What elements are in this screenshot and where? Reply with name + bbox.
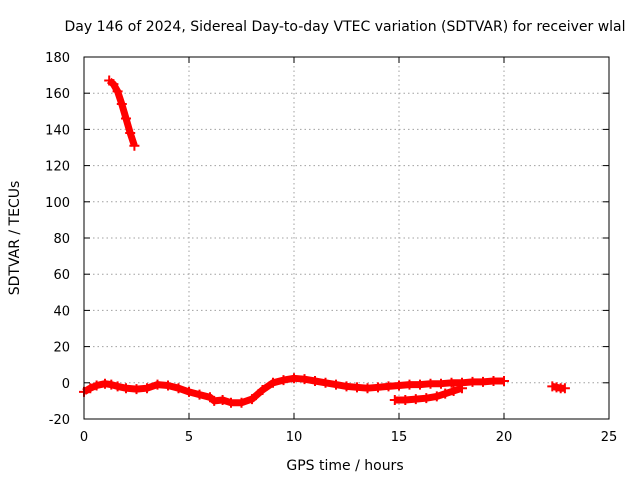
y-tick-label: 160 xyxy=(45,87,70,102)
data-point xyxy=(331,379,341,390)
y-tick-label: 80 xyxy=(53,232,70,247)
y-tick-label: 180 xyxy=(45,51,70,66)
data-point xyxy=(112,381,123,392)
data-point xyxy=(268,377,278,388)
data-point xyxy=(85,383,96,394)
data-point xyxy=(236,397,247,408)
data-point xyxy=(373,382,383,393)
data-point xyxy=(394,380,404,391)
data-point xyxy=(173,383,184,394)
chart-title: Day 146 of 2024, Sidereal Day-to-day VTE… xyxy=(64,19,625,35)
data-point xyxy=(116,99,127,110)
data-point xyxy=(488,375,499,386)
y-tick-label: 120 xyxy=(45,160,70,175)
data-point xyxy=(559,383,570,394)
data-point xyxy=(446,377,457,388)
data-point xyxy=(415,379,425,390)
x-tick-label: 25 xyxy=(601,430,618,445)
data-point xyxy=(131,384,142,395)
data-point xyxy=(289,373,299,384)
data-point xyxy=(341,381,352,392)
grid xyxy=(84,57,609,419)
data-point xyxy=(440,388,451,399)
data-point xyxy=(125,128,136,139)
y-tick-label: 100 xyxy=(45,196,70,211)
y-axis-label: SDTVAR / TECUs xyxy=(7,181,23,296)
data-point xyxy=(194,389,205,400)
data-point xyxy=(226,397,236,408)
data-point xyxy=(121,113,131,124)
axis-ticks: 0 5 10 15 20 25 -20 0 20 40 60 80 100 120 140 160 180 xyxy=(45,51,617,445)
data-point xyxy=(152,379,163,390)
y-tick-label: 20 xyxy=(53,341,70,356)
data-point xyxy=(362,383,373,394)
data-series xyxy=(79,75,570,408)
data-point xyxy=(91,380,102,391)
x-tick-label: 15 xyxy=(391,430,408,445)
data-point xyxy=(184,386,194,397)
data-point xyxy=(142,383,152,394)
data-point xyxy=(257,385,268,396)
data-point xyxy=(247,394,257,405)
data-point xyxy=(278,375,289,386)
data-point xyxy=(478,376,488,387)
y-tick-label: 60 xyxy=(53,268,70,283)
data-point xyxy=(320,377,331,388)
y-tick-label: 140 xyxy=(45,123,70,138)
data-point xyxy=(421,393,432,404)
y-tick-label: 0 xyxy=(62,377,70,392)
x-tick-label: 20 xyxy=(496,430,513,445)
data-point xyxy=(352,382,362,393)
data-point xyxy=(129,140,140,151)
data-point xyxy=(217,394,228,405)
data-point xyxy=(389,394,400,405)
x-tick-label: 0 xyxy=(80,430,88,445)
data-point xyxy=(410,394,421,405)
data-point xyxy=(457,383,467,394)
data-point xyxy=(436,378,446,389)
data-point xyxy=(499,375,509,386)
data-point xyxy=(121,383,131,394)
data-point xyxy=(299,374,310,385)
data-point xyxy=(448,385,459,396)
data-point xyxy=(310,375,320,386)
x-tick-label: 5 xyxy=(185,430,193,445)
data-point xyxy=(163,380,173,391)
data-point xyxy=(404,379,415,390)
data-point xyxy=(106,379,117,390)
data-point xyxy=(383,381,394,392)
data-point xyxy=(209,395,220,406)
data-point xyxy=(431,391,442,402)
y-tick-label: 40 xyxy=(53,304,70,319)
y-tick-label: -20 xyxy=(49,413,70,428)
data-point xyxy=(400,394,411,405)
x-axis-label: GPS time / hours xyxy=(286,458,403,474)
x-tick-label: 10 xyxy=(286,430,303,445)
data-point xyxy=(467,376,478,387)
data-point xyxy=(112,86,123,97)
data-point xyxy=(425,378,436,389)
data-point xyxy=(108,79,119,90)
